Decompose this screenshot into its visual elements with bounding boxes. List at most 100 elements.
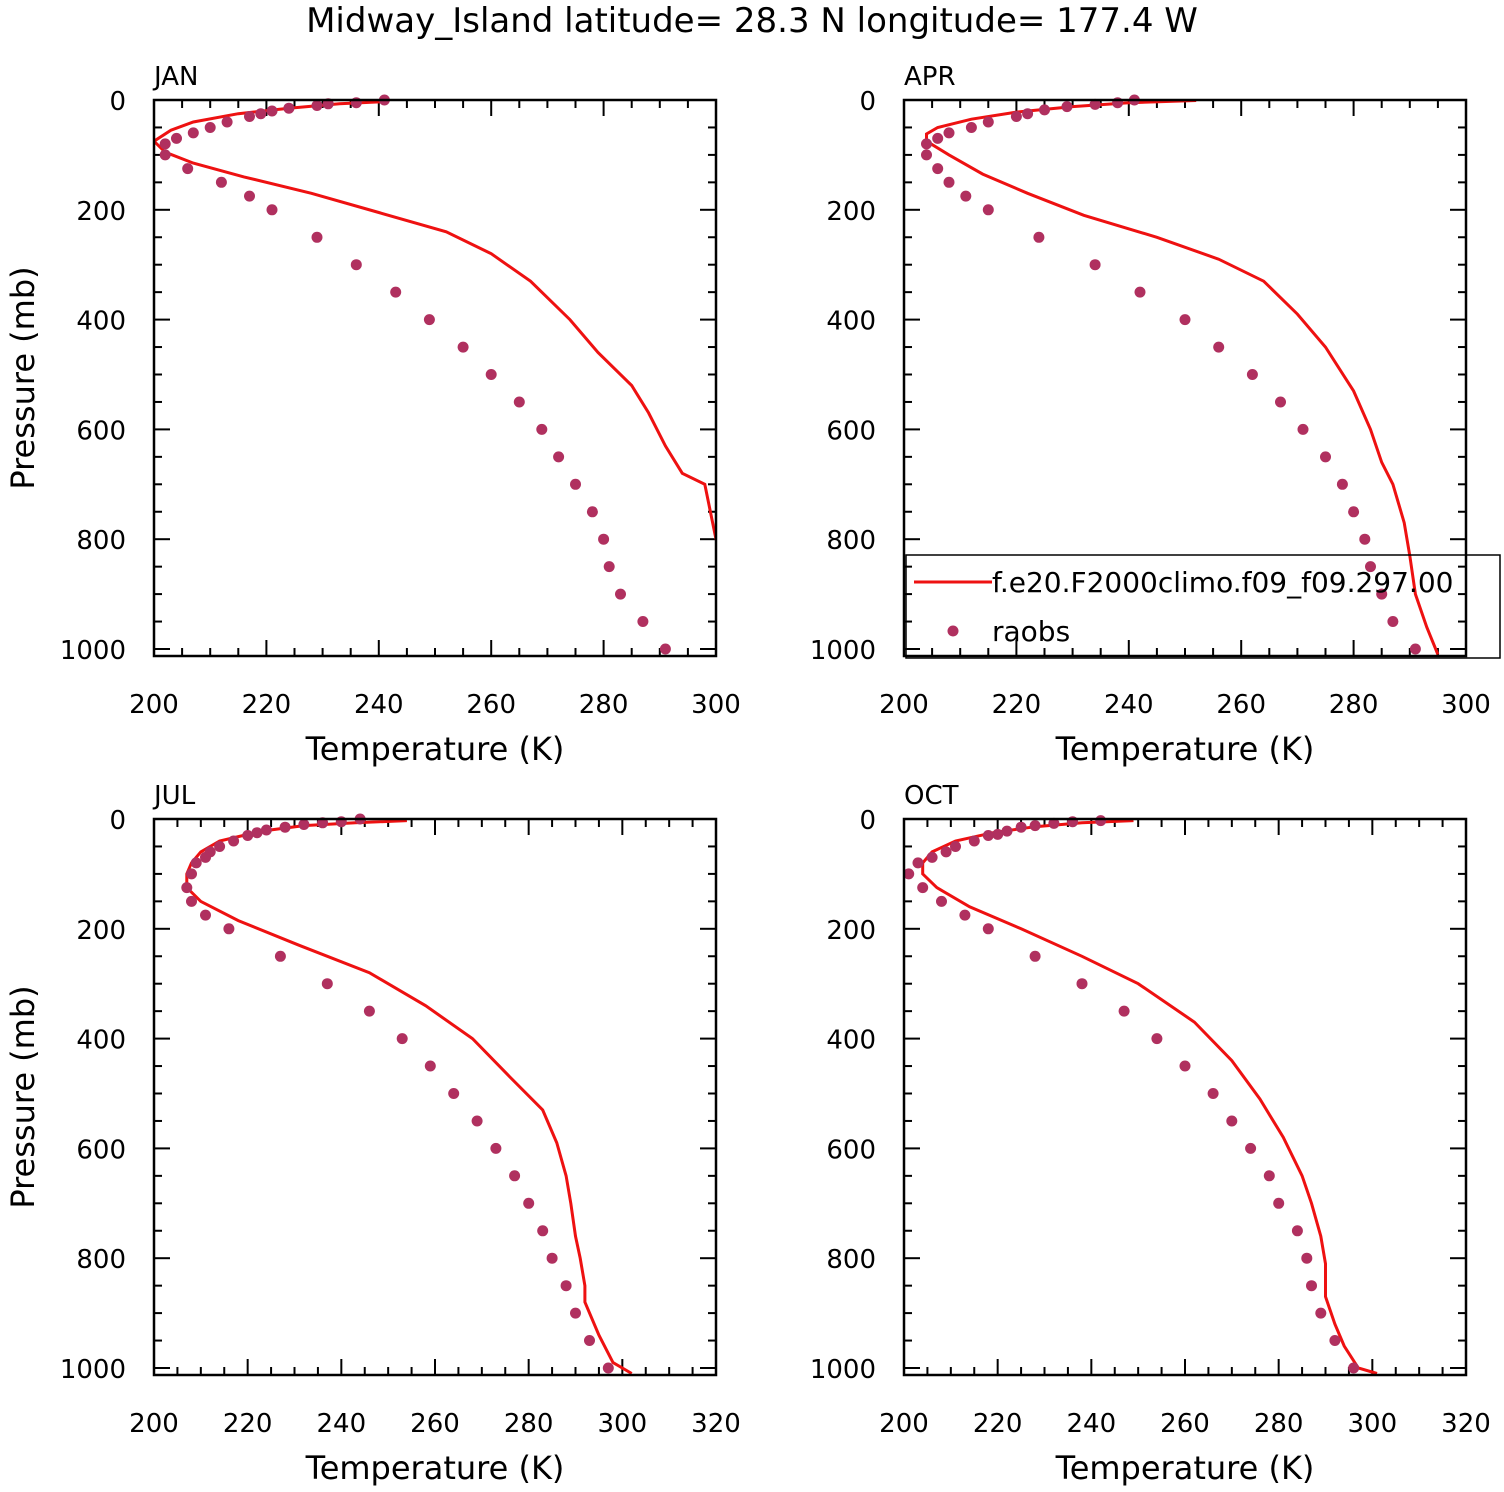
plot-frame bbox=[152, 98, 718, 658]
y-tick-label: 600 bbox=[76, 416, 126, 446]
raobs-point bbox=[200, 851, 211, 863]
raobs-point bbox=[1134, 286, 1146, 298]
raobs-point bbox=[1359, 533, 1371, 545]
raobs-point bbox=[187, 127, 199, 139]
raobs-point bbox=[279, 821, 291, 833]
raobs-point bbox=[1151, 1033, 1163, 1045]
raobs-point bbox=[1061, 101, 1073, 113]
plot-frame bbox=[152, 817, 718, 1377]
raobs-point bbox=[553, 451, 565, 463]
legend-entry-label: raobs bbox=[992, 615, 1070, 648]
raobs-point bbox=[982, 116, 994, 128]
raobs-point bbox=[311, 100, 323, 111]
raobs-point bbox=[982, 204, 994, 216]
raobs-point bbox=[1329, 1335, 1341, 1346]
x-tick-label: 220 bbox=[992, 690, 1042, 720]
x-axis-label: Temperature (K) bbox=[1055, 730, 1315, 768]
raobs-point bbox=[260, 824, 272, 836]
raobs-point bbox=[350, 259, 362, 271]
raobs-point bbox=[1320, 451, 1331, 463]
x-tick-label: 200 bbox=[879, 1409, 929, 1439]
raobs-point bbox=[171, 132, 182, 144]
raobs-point bbox=[598, 533, 610, 545]
raobs-point bbox=[943, 127, 955, 139]
raobs-point bbox=[921, 149, 932, 161]
panel-label: OCT bbox=[904, 781, 959, 811]
raobs-point bbox=[584, 1335, 595, 1346]
raobs-point bbox=[523, 1197, 535, 1209]
raobs-point bbox=[1273, 1197, 1285, 1209]
x-tick-label: 260 bbox=[466, 690, 516, 720]
raobs-point bbox=[1226, 1115, 1238, 1127]
raobs-point bbox=[1076, 978, 1088, 990]
raobs-point bbox=[992, 828, 1004, 840]
raobs-point bbox=[603, 561, 615, 573]
raobs-point bbox=[1291, 1225, 1303, 1237]
raobs-point bbox=[602, 1362, 614, 1374]
raobs-point bbox=[159, 138, 171, 150]
raobs-point bbox=[251, 827, 263, 839]
y-tick-label: 800 bbox=[826, 1245, 876, 1275]
x-axis-label: Temperature (K) bbox=[305, 730, 565, 768]
x-tick-label: 260 bbox=[1216, 690, 1266, 720]
y-tick-label: 0 bbox=[109, 806, 126, 836]
raobs-point bbox=[1207, 1088, 1219, 1099]
raobs-point bbox=[960, 190, 972, 202]
x-axis-label: Temperature (K) bbox=[1055, 1449, 1315, 1487]
y-tick-label: 1000 bbox=[810, 1355, 876, 1385]
y-tick-label: 1000 bbox=[810, 636, 876, 666]
raobs-point bbox=[1029, 950, 1041, 962]
raobs-point bbox=[214, 841, 226, 852]
raobs-point bbox=[943, 176, 955, 188]
panel-label: APR bbox=[904, 62, 956, 92]
x-tick-label: 300 bbox=[1348, 1409, 1398, 1439]
raobs-point bbox=[223, 923, 235, 935]
model-series-line bbox=[921, 819, 1378, 1375]
raobs-point bbox=[298, 819, 310, 830]
raobs-point bbox=[471, 1115, 483, 1127]
raobs-point bbox=[1179, 314, 1191, 326]
y-axis-label: Pressure (mb) bbox=[4, 985, 42, 1208]
raobs-point bbox=[1095, 815, 1107, 827]
y-axis-label: Pressure (mb) bbox=[4, 266, 42, 489]
model-series-line bbox=[185, 819, 633, 1375]
raobs-point bbox=[274, 950, 286, 962]
raobs-point bbox=[1275, 396, 1286, 408]
legend-box bbox=[905, 554, 1501, 659]
x-tick-label: 280 bbox=[1254, 1409, 1304, 1439]
x-tick-label: 280 bbox=[504, 1409, 554, 1439]
x-tick-label: 200 bbox=[879, 690, 929, 720]
raobs-point bbox=[513, 396, 525, 408]
raobs-point bbox=[242, 830, 254, 841]
x-tick-label: 260 bbox=[410, 1409, 460, 1439]
y-tick-label: 600 bbox=[826, 416, 876, 446]
x-tick-label: 320 bbox=[691, 1409, 741, 1439]
x-axis-label: Temperature (K) bbox=[305, 1449, 565, 1487]
raobs-point bbox=[546, 1252, 558, 1264]
raobs-point bbox=[570, 478, 581, 490]
raobs-point bbox=[965, 122, 977, 133]
raobs-point bbox=[311, 231, 323, 243]
raobs-point bbox=[1336, 478, 1348, 490]
raobs-point bbox=[1089, 98, 1101, 110]
raobs-point bbox=[1315, 1307, 1327, 1319]
raobs-point bbox=[159, 149, 171, 161]
x-tick-label: 200 bbox=[129, 1409, 179, 1439]
plot-frame bbox=[902, 817, 1468, 1377]
raobs-point bbox=[940, 846, 952, 858]
x-tick-label: 280 bbox=[1329, 690, 1379, 720]
raobs-point bbox=[1001, 825, 1013, 837]
raobs-point bbox=[181, 882, 193, 894]
x-tick-label: 220 bbox=[223, 1409, 273, 1439]
raobs-point bbox=[968, 835, 980, 847]
raobs-point bbox=[1301, 1252, 1313, 1264]
x-tick-label: 300 bbox=[598, 1409, 648, 1439]
raobs-point bbox=[182, 163, 194, 175]
raobs-point bbox=[537, 1225, 549, 1237]
y-tick-label: 400 bbox=[826, 307, 876, 337]
